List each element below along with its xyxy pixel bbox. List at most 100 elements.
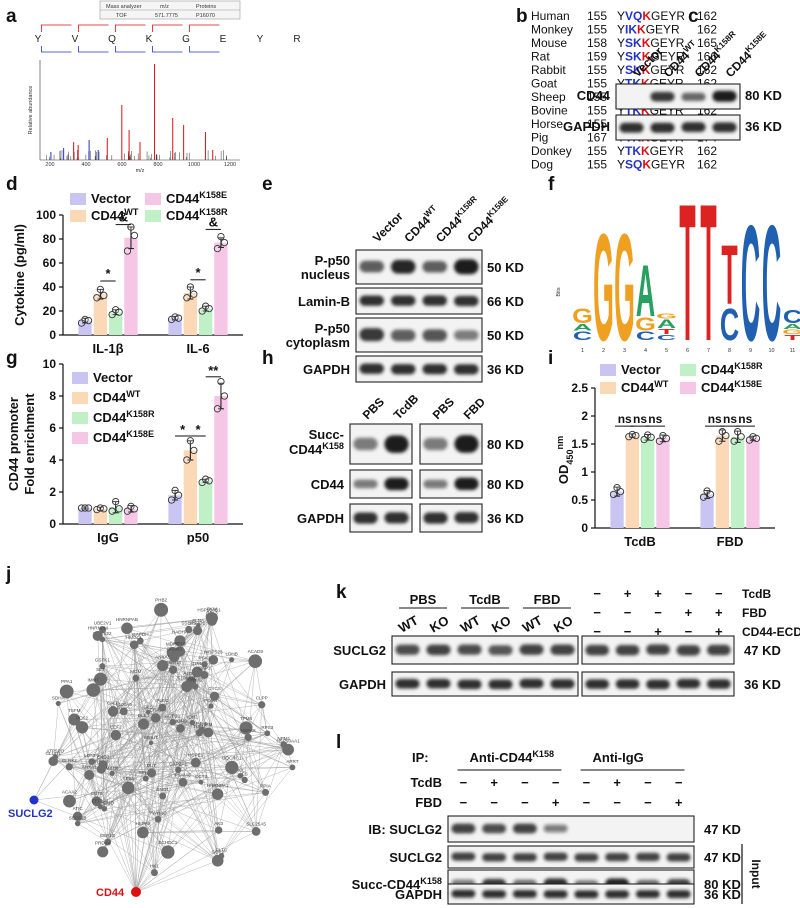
network-edge [191,681,268,734]
y-axis-label-sub: 450 [565,449,575,464]
residue-post: GEYR [650,36,684,50]
network-edge [155,717,232,768]
legend-label-3: CD44K158E [701,379,762,395]
network-edge [77,609,162,817]
network-edge [103,764,163,797]
logo-letter-4-1: T [658,327,674,336]
network-edge [69,678,136,802]
data-point-2-1-2 [205,304,213,313]
network-node-96 [175,766,182,774]
network-nodes: ACAD9HADHADLSTSSBP1PHB2PDIA4MRPS22TUBB6C… [46,597,300,877]
species-name: Rat [531,50,550,64]
condition-label-2: CD44-ECD [742,625,800,639]
logo-letter-10-0: T [784,333,800,342]
data-point-1-1-2 [190,290,198,298]
network-node-68 [200,671,209,679]
network-edge [53,761,202,783]
network-node-26 [91,796,102,807]
suclg2-edge [33,799,168,853]
residue-post: GEYR [651,158,685,172]
network-node-14 [99,626,107,634]
condition-label-1: FBD [742,606,767,620]
network-node-63 [181,681,193,692]
network-edge [58,703,97,802]
ip-label: IP: [412,750,429,765]
network-node-1 [174,635,186,647]
network-node-label-28: PSMD3 [165,660,181,665]
bar-CD44K158E-0 [124,237,138,335]
species-name: Horse [531,117,563,131]
ms-value-1: 571.7775 [155,13,178,19]
network-node-62 [119,707,128,716]
blot-l-row-1-band-5 [605,853,630,862]
data-point-1-1-0 [715,437,723,445]
blot-k-right-row-0-band-4 [706,644,731,656]
network-edge [217,792,266,861]
species-name: Monkey [531,23,573,37]
blot-e-row-3-band-2 [422,363,448,375]
end-position: 166 [697,50,717,64]
network-node-30 [189,719,196,726]
residue-aa2: Q [633,158,642,172]
species-name: Sheep [531,90,566,104]
data-point-3-0-2 [662,434,671,443]
residue-aa1: T [625,144,633,158]
network-edge [81,727,108,843]
residue-aa2: Q [633,9,642,23]
network-node-label-31: HSPA9 [135,821,150,826]
blot-h-row-1-g0-band-1 [384,477,409,491]
network-edge [102,620,213,640]
lane-label-1: KO [427,613,451,636]
species-name: Rabbit [531,63,566,77]
blot-e-row-2-band-2 [422,329,448,342]
y-axis-label-base: OD [556,465,571,485]
row-label-1: SUCLG2 [389,850,442,865]
blot-l-row-3-band-4 [574,890,599,899]
network-node-label-67: CALR [107,701,120,706]
blot-e-row-0-band-0 [359,260,385,273]
network-node-79 [280,741,288,749]
row-size-2: 50 KD [487,328,524,343]
network-edge [157,744,284,820]
network-edge [195,686,257,832]
legend-label-3-base: CD44 [93,430,127,445]
network-node-23 [148,740,154,746]
peptide-residue-2: Q [108,34,116,45]
network-edge [255,744,284,832]
y-tick-label-5: 10 [43,357,57,371]
blot-e-row-0-band-3 [453,259,479,275]
condition-mark-1-2: − [521,795,529,810]
data-point-1-1-2 [722,431,730,440]
network-edge [58,659,214,704]
logo-letter-0-1: A [573,323,592,333]
y-ion-bracket-1 [78,24,109,32]
blot-c-row-1-band-0 [619,122,644,133]
network-edge [101,639,103,770]
peptide-residue-1: V [72,34,79,45]
network-node-label-13: APRT [286,759,298,764]
lane-label-0-base: Vector [370,209,406,245]
data-point-1-0-2 [100,291,108,300]
network-node-42 [110,730,122,741]
bar-CD44K158E-1 [214,396,228,524]
row-size-3: 36 KD [704,887,741,902]
legend-label-2-base: CD44 [701,362,735,377]
x-tick-label-0: TcdB [624,534,656,549]
y-axis-label-unit: nm [555,436,565,450]
network-edge [100,679,105,809]
residue-k158: K [642,158,651,172]
panel-label-c: c [688,6,699,27]
sig-label-1: * [195,422,201,437]
spectrum-xtick-3: 800 [153,162,162,168]
condition-mark-1-0: − [593,605,601,620]
network-edge [89,774,155,873]
network-node-label-89: YWHAQ [149,810,167,815]
network-edge [100,722,193,807]
network-node-label-78: EEF1A1 [92,798,110,803]
network-node-89 [154,815,162,823]
cd44-edge [135,831,257,893]
cd44-edge [135,794,218,893]
network-node-label-14: UBE2V1 [94,621,112,626]
network-edge [102,629,136,679]
legend-label-3-sup: K158E [199,190,227,200]
